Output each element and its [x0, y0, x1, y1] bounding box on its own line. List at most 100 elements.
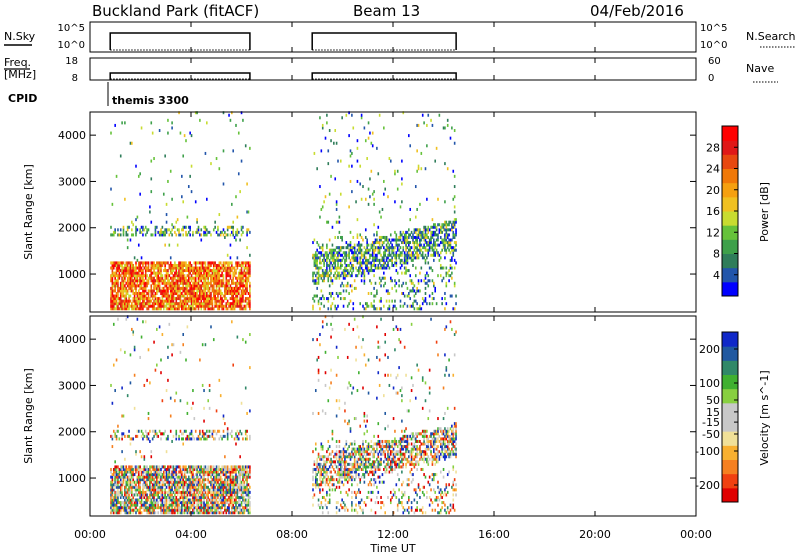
rti-cell	[226, 269, 229, 273]
rti-cell	[358, 248, 360, 252]
rti-cell	[224, 470, 226, 474]
rti-cell	[162, 480, 165, 484]
rti-cell	[111, 401, 114, 405]
rti-cell	[392, 304, 395, 308]
rti-cell	[362, 238, 364, 242]
rti-cell	[181, 495, 183, 499]
rti-cell	[139, 501, 141, 505]
rti-cell	[413, 294, 416, 298]
rti-cell	[153, 434, 155, 438]
rti-cell	[312, 478, 314, 482]
rti-cell	[351, 271, 353, 275]
rti-cell	[239, 271, 241, 275]
rti-cell	[114, 289, 116, 293]
rti-cell	[226, 281, 229, 285]
rti-cell	[156, 297, 158, 301]
rti-cell	[182, 432, 185, 436]
rti-cell	[402, 230, 405, 234]
rti-cell	[197, 485, 200, 489]
rti-cell	[179, 475, 182, 479]
rti-cell	[158, 473, 161, 477]
rti-cell	[179, 286, 182, 290]
rti-cell	[169, 269, 172, 273]
rti-cell	[150, 498, 153, 502]
rti-cell	[192, 389, 194, 393]
rti-cell	[179, 266, 182, 270]
rti-cell	[156, 276, 158, 280]
rti-cell	[153, 511, 155, 515]
rti-cell	[112, 485, 115, 489]
rti-cell	[240, 508, 243, 512]
rti-cell	[176, 289, 179, 293]
rti-cell	[207, 302, 210, 306]
rti-cell	[226, 490, 229, 494]
rti-cell	[126, 467, 129, 471]
rti-cell	[199, 302, 201, 306]
rti-cell	[381, 266, 384, 270]
freq-left-label-1: Freq.	[4, 56, 31, 69]
rti-cell	[204, 307, 207, 311]
rti-cell	[384, 253, 387, 257]
rti-cell	[367, 258, 370, 262]
rti-cell	[335, 274, 338, 278]
rti-cell	[203, 508, 205, 512]
rti-cell	[133, 291, 136, 295]
rti-cell	[376, 256, 378, 260]
rti-cell	[371, 258, 374, 262]
rti-cell	[428, 248, 431, 252]
rti-cell	[211, 501, 214, 505]
rti-cell	[214, 304, 216, 308]
rti-cell	[139, 478, 141, 482]
rti-cell	[215, 475, 218, 479]
rti-cell	[204, 304, 207, 308]
rti-cell	[137, 478, 140, 482]
rti-cell	[158, 269, 161, 273]
rti-cell	[117, 317, 119, 321]
rti-cell	[395, 269, 398, 273]
rti-cell	[121, 473, 123, 477]
rti-cell	[338, 276, 341, 280]
rti-cell	[424, 299, 427, 303]
rti-cell	[143, 506, 146, 510]
rti-cell	[433, 223, 435, 227]
rti-cell	[196, 281, 198, 285]
rti-cell	[165, 294, 168, 298]
rti-cell	[430, 225, 432, 229]
rti-cell	[156, 432, 158, 436]
rti-cell	[244, 503, 247, 507]
rti-cell	[165, 286, 168, 290]
rti-cell	[196, 218, 198, 222]
rti-cell	[431, 233, 434, 237]
rti-cell	[174, 276, 176, 280]
rti-cell	[136, 299, 139, 303]
rti-cell	[124, 511, 126, 515]
rti-cell	[235, 470, 237, 474]
rti-cell	[132, 485, 135, 489]
rti-cell	[394, 279, 396, 283]
rti-cell	[426, 144, 428, 148]
rti-cell	[125, 488, 128, 492]
rti-cell	[351, 164, 353, 168]
rti-cell	[242, 307, 244, 311]
rti-cell	[224, 235, 226, 239]
rti-cell	[233, 511, 236, 515]
rti-cell	[179, 297, 182, 301]
rti-cell	[149, 506, 151, 510]
rti-cell	[398, 248, 400, 252]
rti-cell	[200, 302, 203, 306]
rti-cell	[179, 498, 182, 502]
rti-cell	[112, 363, 115, 367]
rti-cell	[232, 281, 235, 285]
rti-cell	[453, 129, 456, 133]
rti-cell	[187, 307, 190, 311]
rti-cell	[359, 164, 362, 168]
rti-cell	[192, 483, 194, 487]
rti-cell	[437, 197, 439, 201]
rti-cell	[119, 488, 122, 492]
rti-cell	[169, 266, 172, 270]
rti-cell	[122, 276, 125, 280]
rti-cell	[215, 284, 218, 288]
rti-cell	[391, 261, 393, 265]
rti-cell	[413, 284, 416, 288]
rti-cell	[201, 304, 204, 308]
